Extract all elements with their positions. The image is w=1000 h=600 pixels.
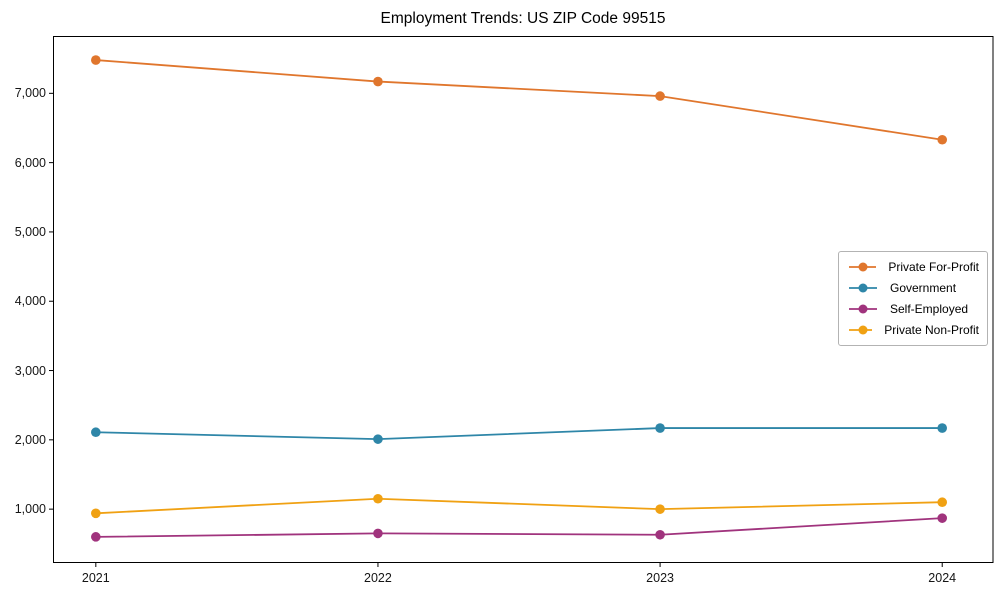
y-tick-label: 1,000 — [14, 502, 46, 517]
data-point-private-for-profit-2023 — [655, 91, 665, 101]
series-line-self-employed — [94, 517, 944, 538]
data-point-private-for-profit-2022 — [373, 76, 383, 87]
x-tick-label: 2023 — [646, 570, 674, 585]
series-line-government — [94, 427, 944, 441]
y-tick-label: 6,000 — [14, 155, 46, 170]
line-marker-icon — [849, 304, 877, 314]
y-tick-label: 4,000 — [14, 294, 46, 309]
y-tick-label: 7,000 — [14, 86, 46, 101]
data-point-government-2021 — [91, 427, 101, 438]
data-point-private-for-profit-2021 — [91, 55, 101, 65]
data-point-private-non-profit-2023 — [655, 504, 665, 514]
legend-item-private-for-profit: Private For-Profit — [848, 257, 979, 278]
legend-label: Government — [890, 281, 957, 296]
series-line-private-for-profit — [94, 59, 944, 141]
data-point-private-for-profit-2024 — [937, 134, 948, 145]
data-point-private-non-profit-2021 — [91, 508, 101, 519]
legend-item-government: Government — [848, 278, 979, 299]
data-point-government-2024 — [937, 423, 948, 433]
legend-label: Private Non-Profit — [884, 322, 979, 337]
legend-label: Private For-Profit — [888, 260, 979, 275]
x-tick-label: 2021 — [81, 570, 110, 585]
data-point-government-2022 — [373, 434, 383, 444]
legend-item-self-employed: Self-Employed — [848, 299, 979, 320]
data-point-self-employed-2021 — [91, 532, 101, 542]
axes-border — [53, 36, 994, 563]
series-line-private-non-profit — [94, 497, 944, 515]
data-point-government-2023 — [655, 423, 665, 433]
legend: Private For-Profit Government Self-Emplo… — [838, 251, 988, 347]
line-marker-icon — [849, 325, 873, 335]
x-tick-label: 2022 — [364, 570, 392, 585]
data-point-self-employed-2024 — [937, 513, 948, 523]
data-point-private-non-profit-2022 — [373, 493, 383, 504]
data-point-self-employed-2022 — [373, 528, 383, 539]
line-marker-icon — [849, 283, 877, 293]
legend-item-private-non-profit: Private Non-Profit — [848, 319, 979, 340]
line-marker-icon — [849, 262, 877, 272]
data-point-private-non-profit-2024 — [937, 497, 948, 508]
y-tick-label: 3,000 — [14, 363, 46, 378]
x-tick-label: 2024 — [928, 570, 957, 585]
legend-label: Self-Employed — [890, 301, 969, 316]
chart-title: Employment Trends: US ZIP Code 99515 — [380, 10, 666, 27]
y-tick-label: 5,000 — [14, 224, 46, 239]
data-point-self-employed-2023 — [655, 529, 665, 540]
y-tick-label: 2,000 — [14, 432, 46, 447]
